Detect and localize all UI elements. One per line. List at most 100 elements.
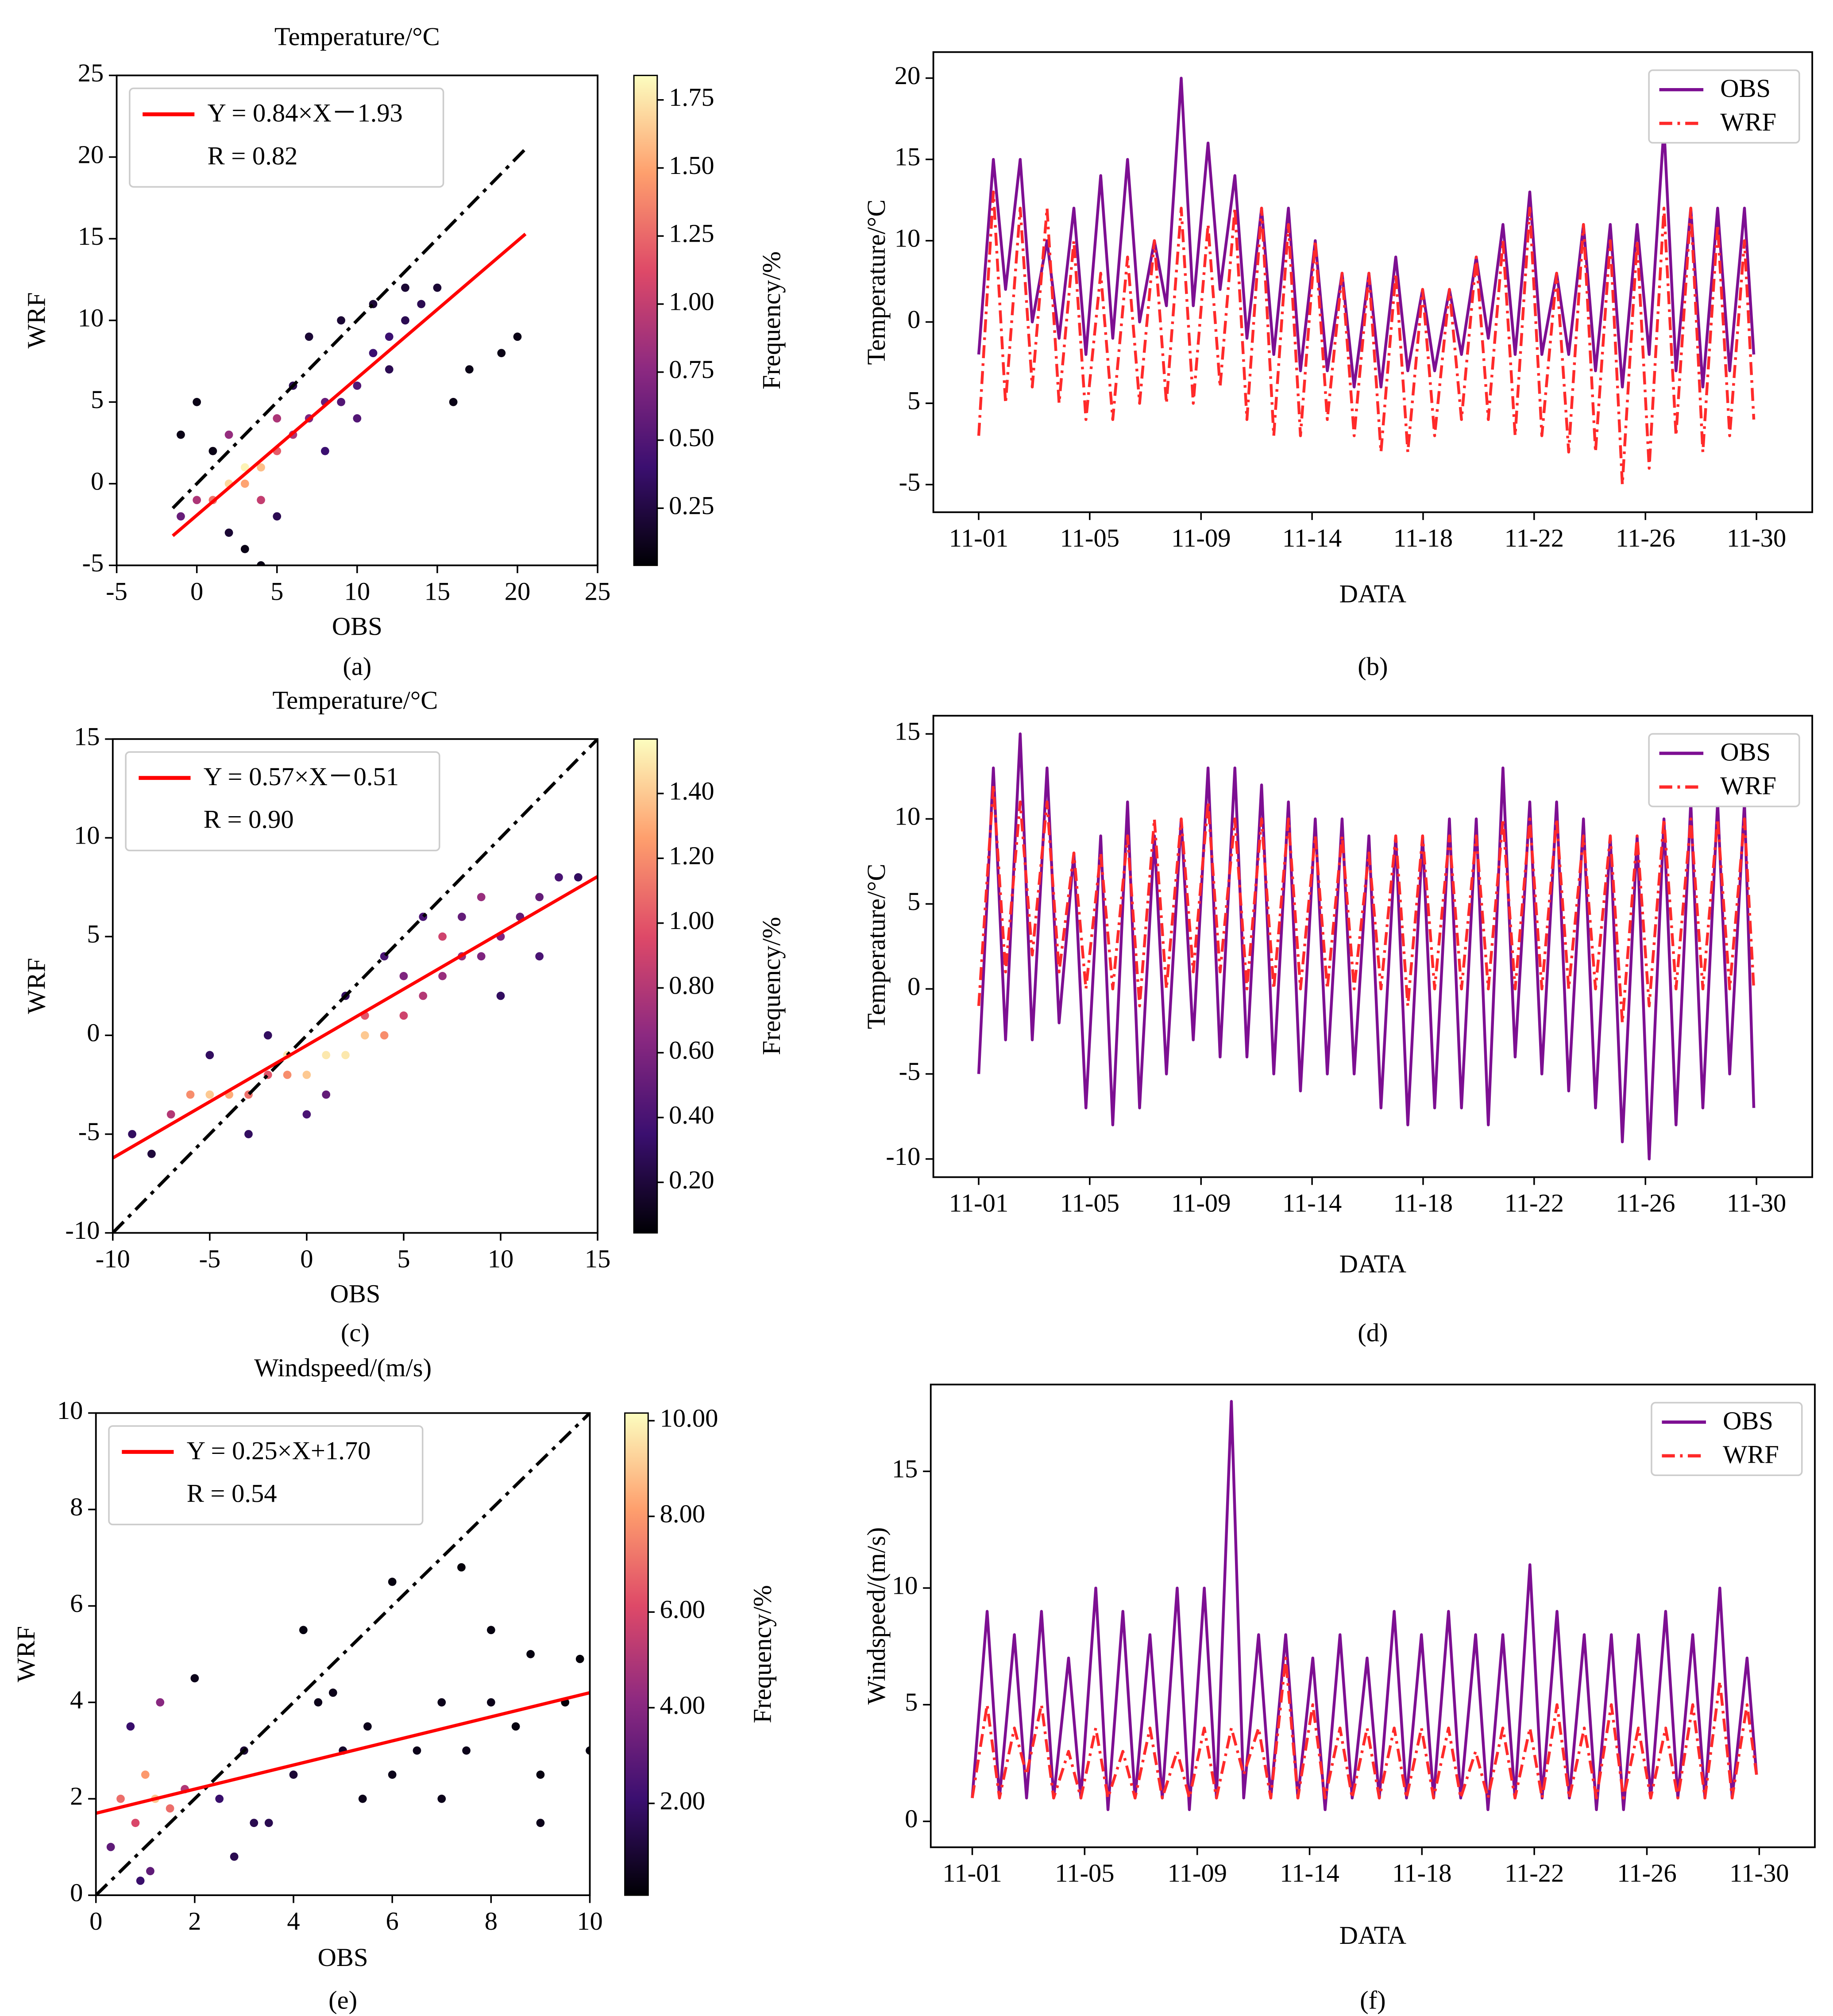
x-tick-label: 11-01 [949, 524, 1008, 552]
series-line [977, 732, 1756, 1160]
scatter-point [116, 1794, 125, 1803]
legend-box [129, 87, 444, 188]
y-tick-label: 0 [91, 466, 104, 495]
chart-title: Temperature/°C [274, 22, 440, 51]
y-tick-label: 25 [78, 58, 104, 87]
legend-label: WRF [1720, 771, 1776, 800]
caption: (d) [1358, 1318, 1388, 1347]
scatter-point [385, 365, 394, 374]
scatter-point [305, 332, 313, 341]
colorbar-tick-label: 6.00 [660, 1595, 705, 1624]
colorbar-tick-label: 0.50 [669, 423, 714, 452]
scatter-point [535, 893, 544, 902]
scatter-point [263, 1031, 272, 1040]
axes-frame [95, 1412, 591, 1897]
colorbar-tick-label: 1.20 [669, 841, 714, 870]
chart-title: Temperature/°C [273, 686, 438, 714]
scatter-point [302, 1110, 311, 1119]
x-tick-label: 0 [190, 577, 203, 605]
y-tick-label: 6 [70, 1589, 83, 1618]
x-axis-label: DATA [1339, 1921, 1406, 1950]
x-tick-label: 11-14 [1280, 1859, 1339, 1888]
legend-r-label: R = 0.90 [204, 805, 294, 834]
scatter-point [273, 512, 282, 521]
colorbar [624, 1412, 649, 1896]
x-tick-label: 0 [300, 1244, 313, 1273]
series-line [971, 1400, 1758, 1812]
colorbar-label: Frequency/% [748, 1585, 776, 1723]
scatter-point [147, 1149, 156, 1158]
scatter-point [190, 1674, 199, 1683]
scatter-point [224, 528, 233, 537]
scatter-point [353, 382, 362, 390]
x-tick-label: 11-09 [1171, 524, 1231, 552]
axes-frame [932, 715, 1814, 1178]
x-tick-label: 11-22 [1505, 1189, 1564, 1218]
legend-label: OBS [1720, 74, 1771, 103]
scatter-point [166, 1110, 175, 1119]
y-tick-label: -5 [82, 548, 104, 577]
scatter-point [314, 1698, 323, 1707]
scatter-point [433, 283, 442, 292]
scatter-point [205, 1090, 214, 1099]
y-tick-label: 0 [905, 1804, 918, 1833]
x-tick-label: 11-18 [1392, 1859, 1451, 1888]
x-tick-label: 15 [424, 577, 451, 605]
y-axis-label: WRF [22, 292, 50, 348]
colorbar-tick-label: 4.00 [660, 1691, 705, 1719]
y-axis-label: Temperature/°C [862, 863, 891, 1029]
scatter-point [486, 1698, 495, 1707]
scatter-point [536, 1819, 545, 1827]
scatter-point [511, 1722, 520, 1731]
x-tick-label: -5 [106, 577, 127, 605]
y-axis-label: Windspeed/(m/s) [862, 1527, 891, 1705]
y-tick-label: 4 [70, 1685, 83, 1714]
series-line [977, 77, 1756, 389]
x-tick-label: 8 [485, 1907, 498, 1935]
y-tick-label: 15 [892, 1454, 918, 1483]
x-tick-label: 5 [397, 1244, 410, 1273]
scatter-point [413, 1746, 421, 1755]
caption: (f) [1360, 1986, 1386, 2015]
colorbar-tick-label: 0.40 [669, 1100, 714, 1129]
scatter-point [141, 1770, 150, 1779]
y-tick-label: 15 [895, 143, 921, 171]
scatter-point [240, 545, 249, 553]
scatter-point [273, 414, 282, 423]
colorbar-tick-label: 1.50 [669, 151, 714, 180]
colorbar-tick-label: 0.25 [669, 491, 714, 520]
scatter-point [555, 873, 563, 882]
y-tick-label: 0 [87, 1018, 100, 1047]
plot-area [171, 147, 527, 566]
fit-line [171, 232, 527, 537]
colorbar-label: Frequency/% [757, 917, 786, 1055]
x-tick-label: 25 [585, 577, 611, 605]
colorbar-tick-label: 10.00 [660, 1403, 718, 1432]
scatter-point [497, 349, 506, 358]
caption: (a) [343, 652, 371, 681]
y-tick-label: -5 [78, 1117, 100, 1146]
scatter-point [328, 1688, 337, 1697]
scatter-point [385, 332, 394, 341]
scatter-point [457, 1563, 466, 1572]
scatter-point [299, 1626, 308, 1634]
scatter-point [401, 283, 409, 292]
one-to-one-line [96, 1413, 590, 1896]
scatter-point [244, 1130, 253, 1138]
scatter-point [215, 1794, 224, 1803]
scatter-point [257, 561, 265, 566]
caption: (c) [341, 1318, 370, 1347]
legend-box [125, 751, 440, 852]
scatter-point [136, 1877, 145, 1885]
plot-area [977, 77, 1756, 486]
scatter-point [230, 1852, 239, 1861]
scatter-point [283, 1071, 292, 1079]
plot-area [112, 739, 598, 1233]
scatter-point [574, 873, 583, 882]
y-tick-label: 10 [892, 1571, 918, 1600]
legend-r-label: R = 0.54 [187, 1479, 277, 1508]
scatter-point [321, 447, 329, 455]
scatter-point [586, 1746, 590, 1755]
x-tick-label: 11-26 [1617, 1859, 1676, 1888]
y-tick-label: 10 [78, 303, 104, 332]
